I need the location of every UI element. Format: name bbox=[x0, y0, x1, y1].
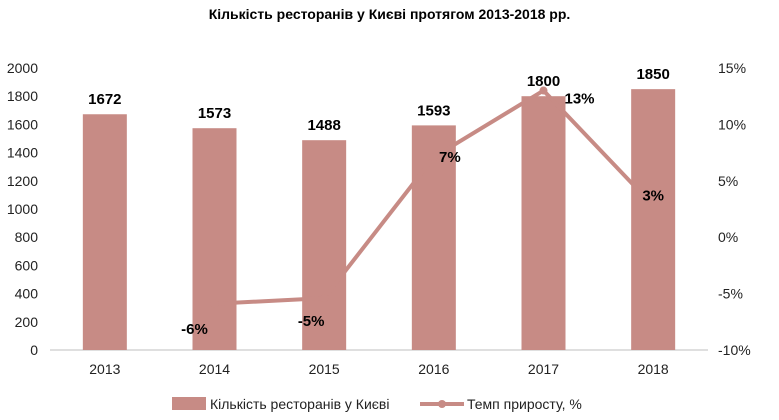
y-right-tick-label: 10% bbox=[718, 116, 746, 132]
bar bbox=[521, 96, 566, 350]
x-tick-label: 2018 bbox=[638, 361, 669, 377]
y-left-tick-label: 1200 bbox=[7, 173, 38, 189]
y-left-tick-label: 1400 bbox=[7, 145, 38, 161]
line-data-label: -6% bbox=[181, 321, 208, 338]
x-tick-label: 2017 bbox=[528, 361, 559, 377]
line-data-label: -5% bbox=[298, 313, 325, 330]
y-right-tick-label: -5% bbox=[718, 286, 743, 302]
y-left-tick-label: 2000 bbox=[7, 60, 38, 76]
y-left-tick-label: 1000 bbox=[7, 201, 38, 217]
x-tick-label: 2016 bbox=[418, 361, 449, 377]
y-right-tick-label: -10% bbox=[718, 342, 751, 358]
bar bbox=[302, 140, 347, 350]
y-left-tick-label: 1800 bbox=[7, 88, 38, 104]
legend-swatch-bars bbox=[172, 397, 206, 410]
bar-data-label: 1573 bbox=[198, 105, 231, 122]
y-right-tick-label: 15% bbox=[718, 60, 746, 76]
legend-swatch-marker bbox=[438, 400, 446, 408]
data-labels-group: 1672 1573 1488 1593 1800 1850 -6% -5% 7% 13% 3% bbox=[88, 66, 670, 338]
line-point bbox=[429, 153, 438, 162]
y-left-tick-label: 1600 bbox=[7, 116, 38, 132]
bar-data-label: 1850 bbox=[636, 66, 669, 83]
legend-label-line: Темп приросту, % bbox=[467, 396, 582, 412]
y-left-tick-label: 400 bbox=[15, 286, 39, 302]
y-left-tick-label: 600 bbox=[15, 257, 39, 273]
y-left-tick-label: 0 bbox=[30, 342, 38, 358]
y-right-tick-label: 5% bbox=[718, 173, 738, 189]
chart-title: Кількість ресторанів у Києві протягом 20… bbox=[208, 6, 571, 22]
y-left-tick-label: 800 bbox=[15, 229, 39, 245]
y-right-tick-label: 0% bbox=[718, 229, 738, 245]
line-series-group bbox=[210, 86, 658, 308]
bar bbox=[82, 114, 127, 350]
x-tick-label: 2013 bbox=[89, 361, 120, 377]
line-point bbox=[539, 86, 548, 95]
bar bbox=[411, 125, 456, 351]
line-data-label: 13% bbox=[564, 91, 594, 108]
y-left-tick-label: 200 bbox=[15, 314, 39, 330]
bar-data-label: 1672 bbox=[88, 91, 121, 108]
bar-data-label: 1593 bbox=[417, 102, 450, 119]
line-data-label: 3% bbox=[642, 188, 664, 205]
line-data-label: 7% bbox=[439, 149, 461, 166]
bar-data-label: 1800 bbox=[527, 73, 560, 90]
bar bbox=[631, 89, 676, 351]
line-point bbox=[320, 294, 329, 303]
bar-series-group bbox=[82, 89, 676, 351]
x-tick-label: 2015 bbox=[309, 361, 340, 377]
axes-group: 0 200 400 600 800 1000 1200 1400 1600 1800 2000 -10… bbox=[7, 60, 751, 377]
bar-data-label: 1488 bbox=[307, 117, 340, 134]
line-point bbox=[210, 299, 219, 308]
line-point bbox=[649, 201, 658, 210]
legend-label-bars: Кількість ресторанів у Києві bbox=[210, 396, 389, 412]
x-tick-label: 2014 bbox=[199, 361, 230, 377]
legend: Кількість ресторанів у Києві Темп прирост… bbox=[172, 396, 582, 412]
bar bbox=[192, 128, 237, 350]
